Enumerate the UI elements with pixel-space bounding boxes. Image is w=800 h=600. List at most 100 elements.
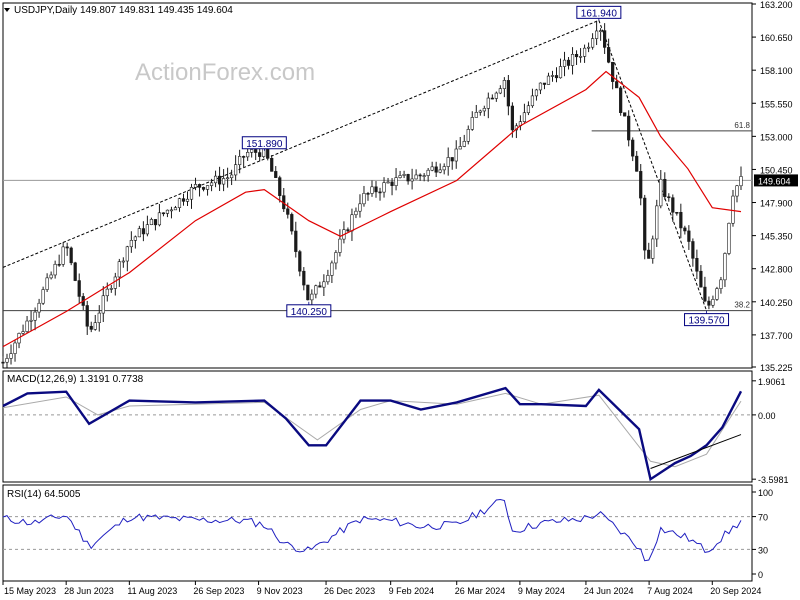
candle-body bbox=[145, 224, 149, 235]
candle-body bbox=[109, 288, 113, 290]
price-tick-label: 155.550 bbox=[760, 99, 793, 109]
candle-body bbox=[201, 187, 206, 190]
candle-body bbox=[687, 230, 691, 242]
candle-body bbox=[566, 59, 571, 66]
macd-tick-label: 0.00 bbox=[758, 411, 776, 421]
candle-body bbox=[723, 253, 727, 281]
candle-body bbox=[458, 146, 462, 150]
candle-body bbox=[370, 186, 374, 194]
rsi-tick-label: 30 bbox=[758, 545, 768, 555]
last-price-tag bbox=[754, 174, 798, 187]
candle-body bbox=[703, 286, 707, 302]
candle-body bbox=[582, 47, 587, 57]
candle-body bbox=[707, 300, 711, 306]
candle-body bbox=[442, 166, 446, 171]
candle-body bbox=[739, 176, 743, 187]
candle-body bbox=[667, 196, 671, 199]
candle-body bbox=[663, 178, 667, 198]
candle-body bbox=[298, 251, 302, 272]
candle-body bbox=[346, 229, 350, 232]
candle-body bbox=[603, 30, 607, 48]
candle-body bbox=[574, 54, 579, 58]
candle-body bbox=[189, 187, 194, 200]
candle-body bbox=[470, 117, 474, 130]
last-price-label: 149.604 bbox=[758, 176, 791, 186]
candle-body bbox=[29, 319, 33, 322]
candle-body bbox=[675, 211, 679, 214]
candle-body bbox=[213, 175, 218, 184]
candle-body bbox=[65, 246, 69, 249]
candle-body bbox=[502, 80, 506, 89]
fib-level-label: 38.2 bbox=[734, 301, 750, 310]
fib-level-label: 61.8 bbox=[734, 121, 750, 130]
candle-body bbox=[522, 112, 527, 122]
candle-body bbox=[651, 238, 655, 259]
candle-body bbox=[362, 193, 366, 205]
candle-body bbox=[133, 236, 137, 241]
candle-body bbox=[226, 177, 230, 180]
candle-body bbox=[735, 185, 739, 197]
candle-body bbox=[322, 281, 326, 288]
dropdown-triangle-icon[interactable] bbox=[4, 8, 10, 12]
candle-body bbox=[538, 82, 543, 91]
candle-body bbox=[414, 174, 418, 180]
candle-body bbox=[21, 331, 25, 334]
candle-body bbox=[394, 177, 398, 186]
candle-body bbox=[37, 302, 41, 313]
candle-body bbox=[558, 66, 563, 79]
candle-body bbox=[330, 262, 334, 276]
candle-body bbox=[326, 275, 330, 283]
candle-body bbox=[185, 198, 190, 202]
candle-body bbox=[374, 186, 378, 193]
rsi-tick-label: 100 bbox=[758, 488, 773, 498]
symbol-header: USDJPY,Daily 149.807 149.831 149.435 149… bbox=[14, 5, 233, 16]
rsi-tick-label: 70 bbox=[758, 513, 768, 523]
macd-trendline bbox=[650, 434, 742, 469]
candle-body bbox=[671, 197, 675, 213]
candle-body bbox=[506, 80, 510, 107]
watermark: ActionForex.com bbox=[135, 59, 315, 86]
date-tick-label: 26 Sep 2023 bbox=[193, 586, 244, 596]
macd-pane-frame bbox=[2, 370, 753, 483]
candle-body bbox=[69, 247, 73, 264]
candle-body bbox=[570, 54, 575, 66]
candle-body bbox=[378, 191, 382, 194]
rsi-pane bbox=[2, 498, 752, 562]
candle-body bbox=[77, 280, 81, 297]
candle-body bbox=[85, 305, 89, 327]
candle-body bbox=[250, 149, 254, 153]
rsi-tick-label: 0 bbox=[758, 570, 763, 580]
candle-body bbox=[290, 214, 294, 232]
candle-body bbox=[454, 148, 458, 162]
candle-body bbox=[562, 59, 567, 67]
candle-body bbox=[165, 209, 170, 214]
price-tick-label: 163.200 bbox=[760, 0, 793, 10]
candle-body bbox=[105, 288, 109, 297]
candle-body bbox=[117, 261, 121, 278]
candle-body bbox=[615, 81, 619, 89]
candle-body bbox=[366, 193, 370, 195]
candle-body bbox=[129, 240, 133, 248]
price-pane-frame bbox=[2, 2, 753, 369]
candle-body bbox=[45, 277, 49, 290]
candle-body bbox=[526, 105, 531, 114]
candle-body bbox=[462, 141, 466, 147]
candle-body bbox=[486, 97, 490, 109]
candle-body bbox=[181, 198, 186, 202]
candle-body bbox=[450, 157, 454, 162]
candle-body bbox=[398, 175, 402, 178]
candle-body bbox=[246, 152, 250, 158]
candle-body bbox=[546, 75, 551, 85]
date-tick-label: 9 May 2024 bbox=[518, 586, 565, 596]
candle-body bbox=[5, 358, 9, 363]
date-tick-label: 9 Nov 2023 bbox=[257, 586, 303, 596]
candle-body bbox=[482, 108, 486, 112]
candle-body bbox=[161, 212, 166, 215]
price-tick-label: 150.450 bbox=[760, 165, 793, 175]
candle-body bbox=[510, 105, 514, 131]
candle-body bbox=[402, 174, 406, 176]
trendline-dotted bbox=[598, 20, 708, 311]
candle-body bbox=[57, 263, 61, 266]
candle-body bbox=[691, 241, 695, 259]
